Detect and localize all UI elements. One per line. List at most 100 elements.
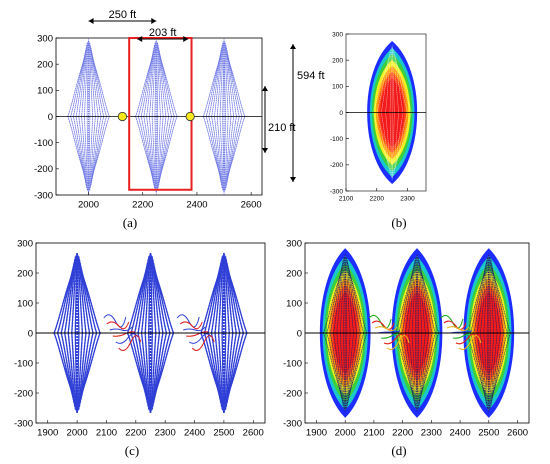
streamline <box>392 47 395 113</box>
streamline <box>385 48 392 113</box>
panel-c-x-tick-label: 2300 <box>155 428 176 439</box>
streamline <box>326 267 343 334</box>
streamline <box>140 332 150 410</box>
panel-b-y-tick-label: 0 <box>339 110 343 117</box>
streamline <box>329 332 343 403</box>
streamline <box>349 272 368 334</box>
streamline <box>417 256 423 334</box>
mixing-streak <box>118 335 142 351</box>
streamline <box>339 256 345 334</box>
streamline <box>226 49 240 117</box>
panel-d-y-tick-label: 0 <box>297 328 302 339</box>
streamline <box>217 254 224 334</box>
mixing-streak <box>103 314 127 328</box>
streamline <box>401 263 415 334</box>
streamline <box>143 46 155 117</box>
streamline <box>146 44 155 117</box>
streamline <box>336 257 344 334</box>
panel-d-x-tick-label: 1900 <box>306 428 327 439</box>
streamline <box>216 42 224 117</box>
streamline <box>137 53 154 117</box>
streamline <box>224 42 232 117</box>
streamline <box>216 116 224 191</box>
well-marker <box>185 111 195 122</box>
streamline <box>146 116 155 189</box>
streamline <box>415 255 417 334</box>
streamline <box>60 332 75 404</box>
mixing-streak <box>374 326 398 332</box>
panel-d-y-tick-label: 200 <box>286 268 302 279</box>
streamline <box>408 332 416 409</box>
streamline <box>207 332 222 404</box>
streamline <box>490 260 501 334</box>
streamline <box>214 44 223 117</box>
streamline <box>91 53 107 117</box>
streamline <box>486 255 489 334</box>
dimension-250ft-arrow-head <box>151 18 157 24</box>
streamline <box>159 116 178 176</box>
streamline <box>91 116 107 180</box>
panel-a-x-tick-label: 2000 <box>78 200 99 211</box>
streamline <box>348 332 364 399</box>
streamline <box>345 256 351 334</box>
streamline <box>80 332 101 395</box>
streamline <box>418 257 426 334</box>
well-marker <box>117 111 128 122</box>
dimension-210ft-arrow-head <box>262 86 268 91</box>
streamline <box>418 332 426 409</box>
streamline <box>149 42 156 117</box>
streamline <box>491 332 508 399</box>
panel-d-y-tick-label: -100 <box>283 358 302 369</box>
streamline <box>72 49 87 117</box>
streamline <box>345 255 348 334</box>
panel-a-streamlines <box>56 37 262 195</box>
streamline <box>157 116 164 191</box>
streamline <box>144 332 151 412</box>
panel-a-label: (a) <box>123 215 137 230</box>
streamline <box>224 256 234 334</box>
streamline <box>372 60 389 113</box>
streamline <box>143 116 155 187</box>
streamline <box>392 112 395 178</box>
mixing-streak <box>446 326 470 332</box>
streamline <box>490 332 498 409</box>
panel-c-y-tick-label: -300 <box>14 418 33 429</box>
streamline <box>393 112 399 177</box>
panel-a-y-tick-label: 100 <box>37 86 53 97</box>
dimension-203ft-label: 203 ft <box>149 27 177 39</box>
panel-c-y-tick-label: -100 <box>14 358 33 369</box>
panel-c-streamlines <box>36 252 265 414</box>
panel-a-x-tick-label: 2600 <box>241 200 262 211</box>
streamline <box>64 258 76 334</box>
panel-d-x-tick-label: 2600 <box>507 428 528 439</box>
streamline <box>420 267 436 334</box>
panel-a-y-tick-label: -100 <box>34 138 53 149</box>
mixing-streak <box>386 334 410 350</box>
streamline <box>415 332 417 411</box>
streamline <box>394 112 404 174</box>
streamline <box>346 257 354 334</box>
streamline <box>405 260 416 334</box>
panel-c-x-tick-label: 2400 <box>184 428 205 439</box>
streamline <box>208 49 222 117</box>
streamline <box>78 44 88 117</box>
streamline <box>417 255 419 334</box>
streamline <box>473 263 487 334</box>
panel-c-label: (c) <box>125 443 139 458</box>
streamline <box>150 254 157 334</box>
streamline <box>372 112 389 165</box>
streamline <box>224 116 232 191</box>
streamline <box>227 57 246 117</box>
streamline <box>205 53 222 117</box>
streamline <box>89 116 99 189</box>
panel-a-y-tick-label: 0 <box>48 112 53 123</box>
dimension-203ft-arrow-head <box>183 36 189 42</box>
streamline <box>470 332 486 399</box>
streamline <box>137 116 154 180</box>
streamline <box>492 272 511 334</box>
streamline <box>490 332 501 406</box>
streamline <box>394 51 404 113</box>
streamline <box>151 256 161 334</box>
streamline <box>492 332 511 394</box>
